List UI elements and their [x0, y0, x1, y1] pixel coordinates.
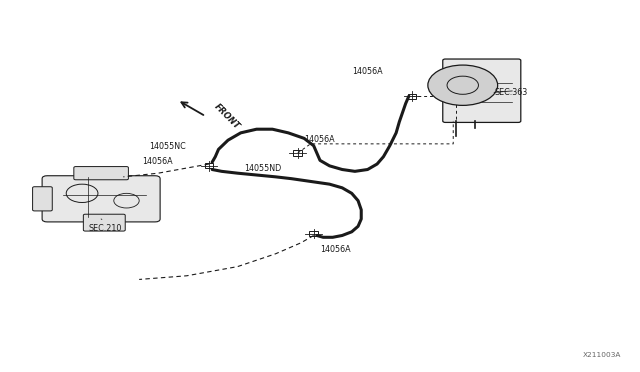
Text: FRONT: FRONT — [212, 102, 241, 131]
Circle shape — [428, 65, 498, 105]
FancyBboxPatch shape — [443, 59, 521, 122]
FancyBboxPatch shape — [33, 187, 52, 211]
Text: 14056A: 14056A — [142, 157, 173, 166]
Text: 14056A: 14056A — [320, 245, 351, 254]
FancyBboxPatch shape — [83, 214, 125, 231]
Text: X211003A: X211003A — [583, 352, 621, 358]
Text: SEC.210: SEC.210 — [88, 224, 122, 234]
Text: 14056A: 14056A — [352, 67, 383, 76]
Text: 14055ND: 14055ND — [244, 164, 281, 173]
Text: 14056A: 14056A — [304, 135, 335, 144]
FancyBboxPatch shape — [42, 176, 160, 222]
Text: 14055NC: 14055NC — [148, 142, 186, 151]
Text: SEC.363: SEC.363 — [495, 88, 528, 97]
FancyBboxPatch shape — [74, 167, 129, 180]
